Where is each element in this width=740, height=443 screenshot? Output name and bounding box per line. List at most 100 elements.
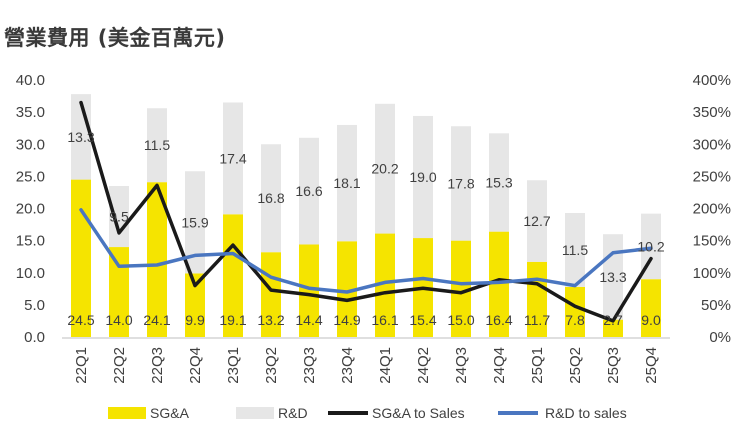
bar-rd-24Q3 bbox=[451, 126, 471, 241]
x-tick-label: 22Q2 bbox=[111, 347, 128, 384]
label-sga-23Q3: 14.4 bbox=[295, 312, 322, 328]
bar-rd-24Q1 bbox=[375, 103, 395, 234]
y-right-tick: 50% bbox=[701, 297, 731, 314]
x-tick-label: 24Q3 bbox=[453, 347, 470, 384]
x-tick-label: 24Q4 bbox=[491, 347, 508, 384]
legend-swatch-0 bbox=[108, 407, 146, 419]
label-rd-25Q3: 13.3 bbox=[599, 269, 626, 285]
x-tick-label: 25Q3 bbox=[605, 347, 622, 384]
label-sga-22Q4: 9.9 bbox=[185, 312, 205, 328]
y-right-tick: 0% bbox=[709, 329, 731, 346]
label-sga-24Q1: 16.1 bbox=[371, 312, 398, 328]
bar-sga-25Q2 bbox=[565, 286, 585, 337]
lines-layer bbox=[79, 100, 653, 323]
y-left-tick: 25.0 bbox=[16, 168, 45, 185]
label-rd-25Q2: 11.5 bbox=[562, 242, 588, 258]
bar-rd-22Q3 bbox=[147, 108, 167, 183]
chart-title: 營業費用 (美金百萬元) bbox=[4, 26, 226, 50]
legend-swatch-1 bbox=[236, 407, 274, 419]
y-left-tick: 35.0 bbox=[16, 104, 45, 121]
label-rd-24Q3: 17.8 bbox=[447, 175, 474, 191]
y-left-tick: 40.0 bbox=[16, 72, 45, 89]
label-sga-25Q3: 2.7 bbox=[603, 312, 623, 328]
bar-labels-layer: 24.5 13.3 14.0 9.5 24.1 11.5 9.9 15.9 19.1 17.4 13… bbox=[67, 129, 664, 328]
x-tick-label: 22Q4 bbox=[187, 347, 204, 384]
label-rd-23Q2: 16.8 bbox=[257, 190, 284, 206]
label-sga-24Q2: 15.4 bbox=[409, 312, 436, 328]
x-tick-label: 23Q1 bbox=[225, 347, 242, 384]
label-rd-25Q1: 12.7 bbox=[523, 213, 550, 229]
y-axis-right: 0% 50% 100% 150% 200% 250% 300% 350% 400% bbox=[693, 72, 731, 346]
y-left-tick: 10.0 bbox=[16, 265, 45, 282]
x-tick-label: 24Q1 bbox=[377, 347, 394, 384]
y-right-tick: 150% bbox=[693, 233, 731, 250]
bar-sga-24Q3 bbox=[451, 240, 471, 337]
legend-label-3: R&D to sales bbox=[545, 405, 627, 421]
label-rd-24Q4: 15.3 bbox=[485, 174, 512, 190]
label-sga-23Q4: 14.9 bbox=[333, 312, 360, 328]
x-tick-label: 24Q2 bbox=[415, 347, 432, 384]
y-left-tick: 5.0 bbox=[24, 297, 45, 314]
label-rd-24Q2: 19.0 bbox=[409, 169, 436, 185]
bar-sga-25Q3 bbox=[603, 319, 623, 337]
label-rd-22Q4: 15.9 bbox=[181, 214, 208, 230]
label-sga-25Q4: 9.0 bbox=[641, 312, 661, 328]
x-tick-label: 23Q3 bbox=[301, 347, 318, 384]
label-rd-22Q1: 13.3 bbox=[67, 129, 94, 145]
bar-rd-24Q2 bbox=[413, 115, 433, 239]
label-sga-23Q2: 13.2 bbox=[257, 312, 284, 328]
bar-sga-23Q4 bbox=[337, 241, 357, 337]
bar-rd-23Q1 bbox=[223, 102, 243, 215]
x-tick-label: 25Q1 bbox=[529, 347, 546, 384]
bar-rd-22Q2 bbox=[109, 186, 129, 248]
bar-rd-23Q2 bbox=[261, 144, 281, 253]
bar-rd-23Q3 bbox=[299, 137, 319, 245]
bar-rd-25Q4 bbox=[641, 213, 661, 280]
y-right-tick: 200% bbox=[693, 201, 731, 218]
label-sga-22Q1: 24.5 bbox=[67, 312, 94, 328]
bar-rd-25Q1 bbox=[527, 180, 547, 262]
label-sga-24Q3: 15.0 bbox=[447, 312, 474, 328]
label-rd-25Q4: 10.2 bbox=[637, 238, 664, 254]
y-right-tick: 300% bbox=[693, 136, 731, 153]
label-rd-23Q4: 18.1 bbox=[333, 175, 360, 191]
x-axis: 22Q1 22Q2 22Q3 22Q4 23Q1 23Q2 23Q3 23Q4 24Q1 24Q2… bbox=[62, 337, 670, 384]
label-sga-22Q2: 14.0 bbox=[105, 312, 132, 328]
label-rd-22Q2: 9.5 bbox=[109, 209, 129, 225]
label-sga-24Q4: 16.4 bbox=[485, 312, 512, 328]
bar-sga-23Q3 bbox=[299, 244, 319, 337]
label-rd-22Q3: 11.5 bbox=[144, 137, 170, 153]
legend-label-2: SG&A to Sales bbox=[372, 405, 465, 421]
y-right-tick: 100% bbox=[693, 265, 731, 282]
label-sga-23Q1: 19.1 bbox=[219, 312, 246, 328]
y-left-tick: 15.0 bbox=[16, 233, 45, 250]
y-axis-left: 0.0 5.0 10.0 15.0 20.0 25.0 30.0 35.0 40.0 bbox=[16, 72, 45, 346]
y-right-tick: 250% bbox=[693, 168, 731, 185]
bar-sga-22Q3 bbox=[147, 182, 167, 337]
y-left-tick: 0.0 bbox=[24, 329, 45, 346]
x-tick-label: 23Q4 bbox=[339, 347, 356, 384]
bar-sga-24Q1 bbox=[375, 233, 395, 337]
x-tick-label: 25Q4 bbox=[643, 347, 660, 384]
label-rd-23Q3: 16.6 bbox=[295, 183, 322, 199]
label-rd-24Q1: 20.2 bbox=[371, 161, 398, 177]
bar-sga-25Q4 bbox=[641, 279, 661, 337]
line-sg-a-to-sales bbox=[79, 100, 653, 323]
x-tick-label: 23Q2 bbox=[263, 347, 280, 384]
bar-rd-24Q4 bbox=[489, 133, 509, 232]
y-left-tick: 30.0 bbox=[16, 136, 45, 153]
bar-sga-22Q2 bbox=[109, 247, 129, 337]
legend-label-0: SG&A bbox=[150, 405, 190, 421]
y-right-tick: 350% bbox=[693, 104, 731, 121]
x-tick-label: 22Q1 bbox=[73, 347, 90, 384]
bar-sga-24Q4 bbox=[489, 231, 509, 337]
x-tick-label: 22Q3 bbox=[149, 347, 166, 384]
bar-sga-22Q4 bbox=[185, 273, 205, 337]
y-right-tick: 400% bbox=[693, 72, 731, 89]
bar-rd-23Q4 bbox=[337, 124, 357, 242]
label-rd-23Q1: 17.4 bbox=[219, 150, 246, 166]
legend-label-1: R&D bbox=[278, 405, 308, 421]
bar-rd-22Q4 bbox=[185, 171, 205, 274]
label-sga-25Q1: 11.7 bbox=[524, 312, 550, 328]
